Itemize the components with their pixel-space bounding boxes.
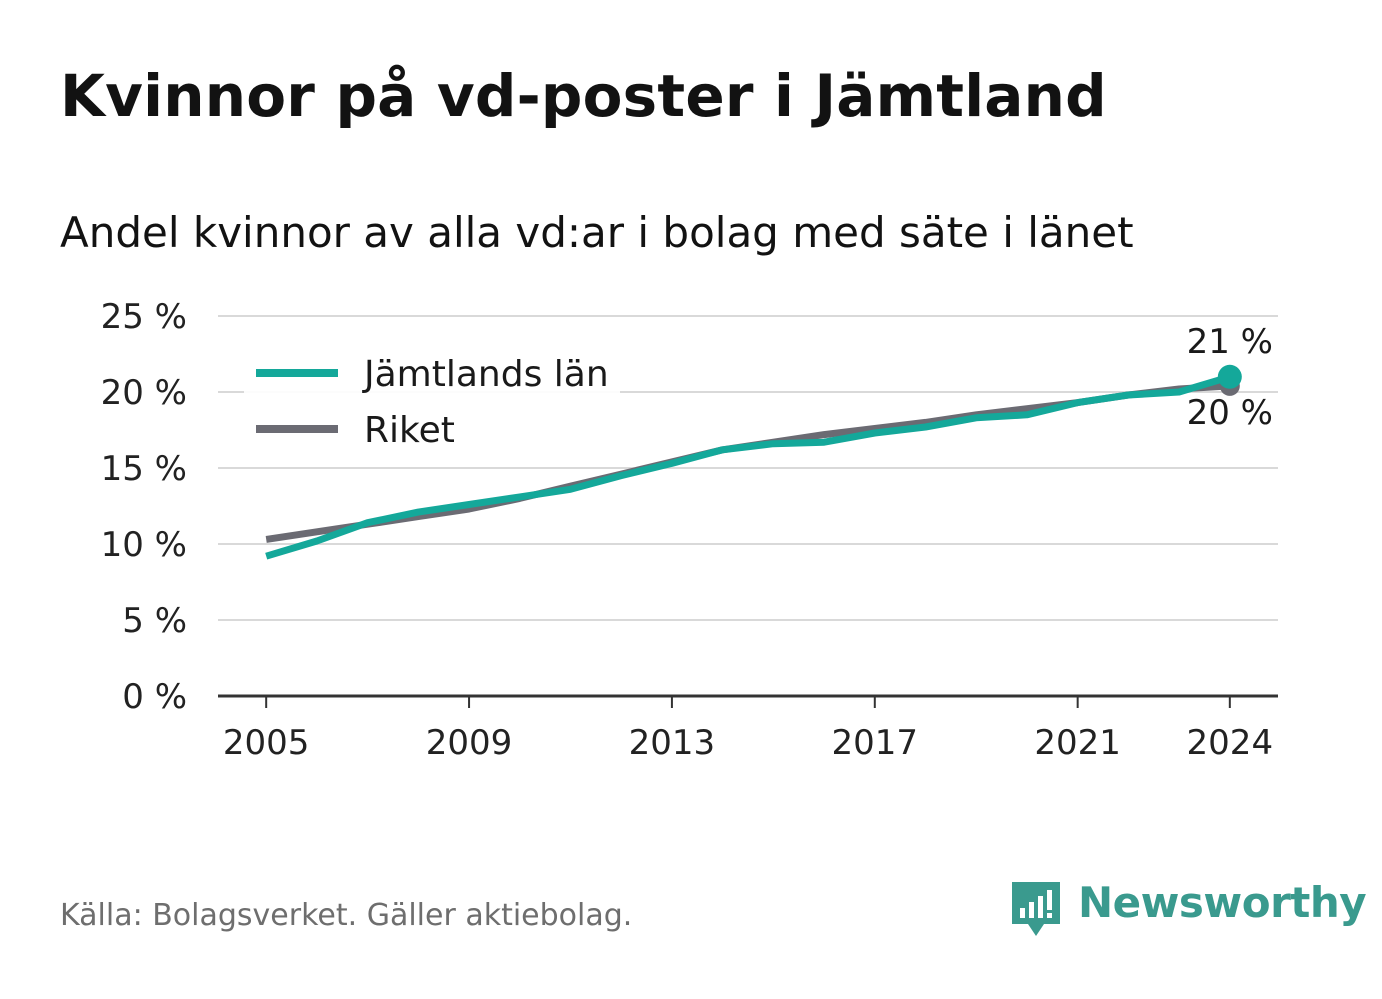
end-label-riket: 20 % xyxy=(1187,393,1273,433)
legend-label-riket: Riket xyxy=(364,410,455,451)
legend: Jämtlands län Riket xyxy=(244,345,620,467)
series-end-point-jamtland xyxy=(1217,364,1242,389)
x-tick-label: 2024 xyxy=(1187,723,1274,763)
y-tick-label: 5 % xyxy=(122,601,187,641)
brand: Newsworthy xyxy=(1010,878,1367,940)
y-tick-label: 10 % xyxy=(101,525,187,565)
x-tick-label: 2005 xyxy=(223,723,310,763)
brand-name: Newsworthy xyxy=(1078,878,1367,927)
series-lines xyxy=(265,364,1242,560)
x-tick-label: 2021 xyxy=(1034,723,1121,763)
bar-chart-speech-bubble-icon xyxy=(1012,882,1060,936)
chart-subtitle: Andel kvinnor av alla vd:ar i bolag med … xyxy=(60,208,1134,257)
series-line-jamtland xyxy=(265,373,1231,560)
x-tick-label: 2013 xyxy=(629,723,716,763)
x-tick-label: 2017 xyxy=(832,723,919,763)
end-labels: 21 % 20 % xyxy=(1187,322,1273,433)
source-note: Källa: Bolagsverket. Gäller aktiebolag. xyxy=(60,898,633,933)
y-tick-label: 0 % xyxy=(122,677,187,717)
y-tick-label: 20 % xyxy=(101,373,187,413)
y-tick-label: 25 % xyxy=(101,297,187,337)
chart-title: Kvinnor på vd-poster i Jämtland xyxy=(60,62,1107,130)
y-tick-label: 15 % xyxy=(101,449,187,489)
axes: 0 % 5 % 10 % 15 % 20 % 25 % 2005 2009 2013 2017 20… xyxy=(101,297,1278,763)
legend-label-jamtland: Jämtlands län xyxy=(362,354,609,395)
end-label-jamtland: 21 % xyxy=(1187,322,1273,362)
x-tick-label: 2009 xyxy=(426,723,513,763)
legend-background xyxy=(244,345,620,467)
